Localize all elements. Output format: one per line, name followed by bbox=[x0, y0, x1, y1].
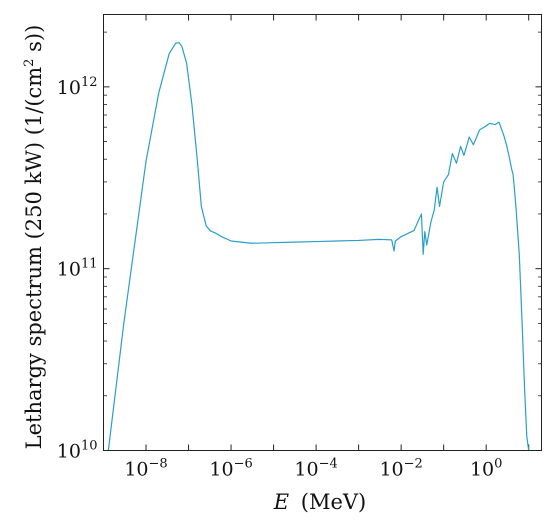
series-line bbox=[107, 42, 530, 451]
x-axis-label: E (MeV) bbox=[273, 490, 367, 514]
y-axis-label-text: Lethargy spectrum (250 kW) (1/(cm bbox=[22, 67, 46, 450]
y-tick-label: 1010 bbox=[57, 439, 98, 463]
y-axis-label-end: s)) bbox=[22, 25, 46, 59]
x-tick-label: 10−6 bbox=[209, 457, 252, 481]
x-tick-label: 10−8 bbox=[124, 457, 167, 481]
x-axis-variable: E bbox=[273, 490, 289, 514]
y-tick-label: 1012 bbox=[57, 75, 98, 99]
plot-frame bbox=[103, 14, 542, 451]
x-axis-unit: (MeV) bbox=[301, 490, 366, 514]
x-tick-label: 10−2 bbox=[379, 457, 422, 481]
y-tick-label: 1011 bbox=[57, 257, 98, 281]
x-tick-labels: 10−8 10−6 10−4 10−2 100 bbox=[124, 457, 502, 481]
y-axis-label-sup: 2 bbox=[22, 59, 37, 67]
y-tick-labels: 1010 1011 1012 bbox=[57, 75, 98, 463]
minor-ticks bbox=[103, 31, 542, 397]
x-tick-label: 100 bbox=[470, 457, 502, 481]
major-ticks bbox=[103, 14, 542, 451]
x-tick-label: 10−4 bbox=[294, 457, 337, 481]
y-axis-label: Lethargy spectrum (250 kW) (1/(cm2 s)) bbox=[22, 25, 46, 450]
